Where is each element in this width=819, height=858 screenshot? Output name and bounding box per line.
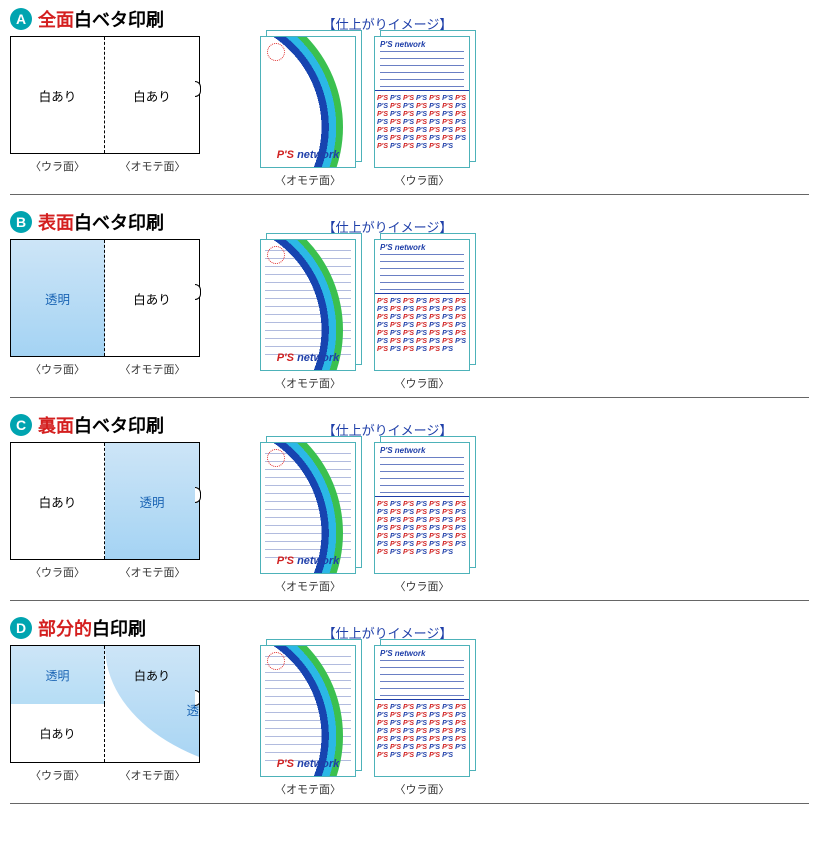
- preview-ura-label: 〈ウラ面〉: [395, 375, 450, 391]
- section-header: A 全面白ベタ印刷: [10, 6, 164, 32]
- ura-label: 〈ウラ面〉: [10, 158, 105, 174]
- finish-label: 【仕上がりイメージ】: [280, 14, 495, 33]
- preview-ura-label: 〈ウラ面〉: [395, 172, 450, 188]
- finish-label: 【仕上がりイメージ】: [280, 623, 495, 642]
- logo-circle-icon: [267, 43, 285, 61]
- preview-front-card: P'S network: [260, 36, 356, 168]
- omote-label: 〈オモテ面〉: [105, 361, 200, 377]
- section-C: C裏面白ベタ印刷【仕上がりイメージ】白あり透明〈ウラ面〉〈オモテ面〉P'S ne…: [10, 416, 809, 601]
- preview-omote-label: 〈オモテ面〉: [275, 375, 341, 391]
- section-title: 表面白ベタ印刷: [38, 209, 164, 235]
- layout-diagram: 白あり透明: [10, 442, 200, 560]
- diagram-cell-bl: 白あり: [11, 704, 105, 762]
- preview-ura-label: 〈ウラ面〉: [395, 578, 450, 594]
- preview-omote-label: 〈オモテ面〉: [275, 781, 341, 797]
- section-A: A全面白ベタ印刷【仕上がりイメージ】白あり白あり〈ウラ面〉〈オモテ面〉P'S n…: [10, 10, 809, 195]
- section-header: B 表面白ベタ印刷: [10, 209, 164, 235]
- thumb-notch-icon: [195, 284, 201, 300]
- diagram-left: 白あり: [11, 443, 105, 559]
- layout-diagram: 透明白あり: [10, 239, 200, 357]
- ps-logo: P'S network: [261, 149, 355, 161]
- ps-logo: P'S network: [261, 555, 355, 567]
- section-badge: A: [10, 8, 32, 30]
- thumb-notch-icon: [195, 487, 201, 503]
- preview-front-card: P'S network: [260, 442, 356, 574]
- diagram-cell-tl: 透明: [11, 646, 105, 704]
- preview-back-card: P'S networkP'SP'SP'SP'SP'SP'SP'SP'SP'SP'…: [374, 239, 470, 371]
- preview-back-card: P'S networkP'SP'SP'SP'SP'SP'SP'SP'SP'SP'…: [374, 36, 470, 168]
- preview-back-card: P'S networkP'SP'SP'SP'SP'SP'SP'SP'SP'SP'…: [374, 442, 470, 574]
- ura-label: 〈ウラ面〉: [10, 767, 105, 783]
- diagram-right: 白あり: [105, 240, 199, 356]
- section-badge: B: [10, 211, 32, 233]
- diagram-cell-tr: 白あり: [105, 646, 199, 704]
- layout-diagram: 透明白あり白あり透明: [10, 645, 200, 763]
- thumb-notch-icon: [195, 81, 201, 97]
- logo-circle-icon: [267, 652, 285, 670]
- omote-label: 〈オモテ面〉: [105, 767, 200, 783]
- preview-omote-label: 〈オモテ面〉: [275, 578, 341, 594]
- preview-front-card: P'S network: [260, 645, 356, 777]
- omote-label: 〈オモテ面〉: [105, 564, 200, 580]
- section-header: D 部分的白印刷: [10, 615, 146, 641]
- layout-diagram: 白あり白あり: [10, 36, 200, 154]
- diagram-right: 白あり: [105, 37, 199, 153]
- omote-label: 〈オモテ面〉: [105, 158, 200, 174]
- section-badge: D: [10, 617, 32, 639]
- section-title: 全面白ベタ印刷: [38, 6, 164, 32]
- section-title: 部分的白印刷: [38, 615, 146, 641]
- ps-logo: P'S network: [261, 352, 355, 364]
- diagram-left: 透明: [11, 240, 105, 356]
- section-title: 裏面白ベタ印刷: [38, 412, 164, 438]
- finish-label: 【仕上がりイメージ】: [280, 217, 495, 236]
- diagram-right: 透明: [105, 443, 199, 559]
- section-B: B表面白ベタ印刷【仕上がりイメージ】透明白あり〈ウラ面〉〈オモテ面〉P'S ne…: [10, 213, 809, 398]
- logo-circle-icon: [267, 246, 285, 264]
- diagram-left: 白あり: [11, 37, 105, 153]
- preview-front-card: P'S network: [260, 239, 356, 371]
- preview-omote-label: 〈オモテ面〉: [275, 172, 341, 188]
- preview-back-card: P'S networkP'SP'SP'SP'SP'SP'SP'SP'SP'SP'…: [374, 645, 470, 777]
- ps-logo: P'S network: [261, 758, 355, 770]
- section-header: C 裏面白ベタ印刷: [10, 412, 164, 438]
- section-D: D部分的白印刷【仕上がりイメージ】透明白あり白あり透明〈ウラ面〉〈オモテ面〉P'…: [10, 619, 809, 804]
- section-badge: C: [10, 414, 32, 436]
- finish-label: 【仕上がりイメージ】: [280, 420, 495, 439]
- logo-circle-icon: [267, 449, 285, 467]
- ura-label: 〈ウラ面〉: [10, 361, 105, 377]
- preview-ura-label: 〈ウラ面〉: [395, 781, 450, 797]
- ura-label: 〈ウラ面〉: [10, 564, 105, 580]
